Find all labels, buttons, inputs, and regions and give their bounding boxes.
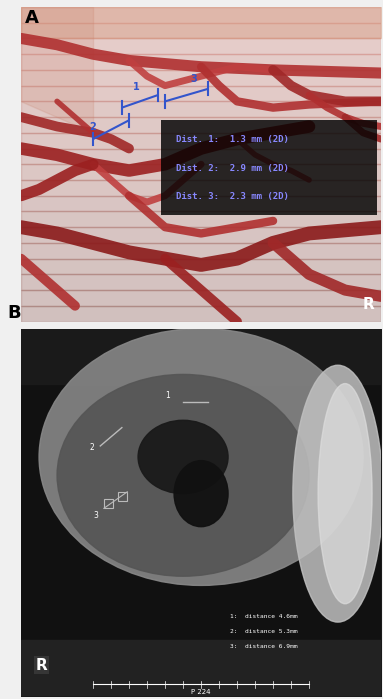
Text: Dist. 3:  2.3 mm (2D): Dist. 3: 2.3 mm (2D) (176, 192, 289, 201)
Bar (21, 22, 381, 38)
Bar (21, 117, 381, 133)
Text: 3:  distance 6.9mm: 3: distance 6.9mm (230, 644, 297, 649)
Ellipse shape (138, 420, 228, 493)
Ellipse shape (293, 365, 383, 622)
FancyBboxPatch shape (162, 120, 378, 215)
Text: Dist. 1:  1.3 mm (2D): Dist. 1: 1.3 mm (2D) (176, 135, 289, 144)
Bar (21, 55, 381, 70)
Text: Dist. 2:  2.9 mm (2D): Dist. 2: 2.9 mm (2D) (176, 164, 289, 173)
Ellipse shape (39, 329, 363, 586)
Text: R: R (363, 297, 375, 312)
Text: P 224: P 224 (192, 689, 211, 695)
Bar (21, 70, 381, 85)
Text: A: A (25, 8, 39, 27)
Ellipse shape (219, 310, 363, 384)
Bar (21, 101, 381, 117)
Bar (21, 329, 381, 384)
Text: 2: 2 (90, 442, 94, 452)
Bar (21, 274, 381, 290)
Ellipse shape (30, 310, 156, 384)
Bar (21, 86, 381, 101)
Bar (21, 7, 381, 22)
Ellipse shape (318, 384, 372, 604)
Bar (104, 499, 113, 508)
Bar (21, 38, 381, 54)
Bar (21, 180, 381, 196)
Text: 1:  distance 4.6mm: 1: distance 4.6mm (230, 614, 297, 619)
Bar (21, 149, 381, 164)
Bar (21, 164, 381, 180)
Text: R: R (36, 658, 47, 673)
Ellipse shape (174, 461, 228, 527)
Bar (21, 290, 381, 305)
Bar (21, 196, 381, 211)
Bar (21, 305, 381, 322)
Text: 3: 3 (190, 75, 197, 85)
Bar (21, 640, 381, 696)
Bar (21, 243, 381, 259)
Bar (21, 259, 381, 274)
Bar (21, 133, 381, 148)
Text: 1: 1 (133, 82, 139, 92)
Bar (118, 492, 127, 501)
Text: 3: 3 (93, 510, 98, 519)
Text: B: B (8, 304, 21, 322)
Text: 1: 1 (165, 391, 170, 401)
Bar (21, 227, 381, 243)
Text: 2: 2 (90, 122, 96, 131)
Ellipse shape (57, 375, 309, 576)
Text: 2:  distance 5.3mm: 2: distance 5.3mm (230, 629, 297, 634)
Bar (21, 211, 381, 227)
